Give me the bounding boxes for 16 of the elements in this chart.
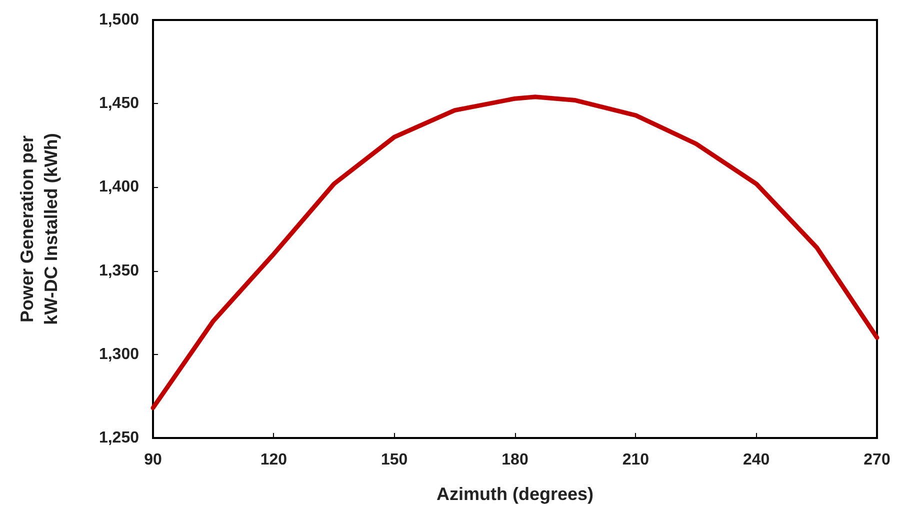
y-tick-label: 1,250 [98, 430, 140, 446]
x-tick-label: 210 [622, 452, 650, 468]
y-tick-label: 1,450 [98, 95, 140, 112]
y-tick-label: 1,300 [98, 346, 140, 363]
line-series [150, 94, 880, 410]
x-tick-label: 120 [260, 452, 288, 468]
x-tick-label: 270 [864, 452, 890, 468]
y-tick-label: 1,350 [98, 262, 140, 280]
y-axis-title: Power Generation per kW-DC Installed (kWh) [17, 133, 61, 325]
x-tick-label: 240 [742, 452, 770, 468]
x-tick-label: 150 [380, 452, 408, 468]
y-tick-label: 1,400 [98, 178, 140, 196]
x-tick-label: 90 [144, 452, 162, 468]
y-tick-label: 1,500 [98, 12, 140, 28]
x-tick-label: 180 [502, 452, 528, 468]
x-axis-title: Azimuth (degrees) [436, 484, 594, 504]
